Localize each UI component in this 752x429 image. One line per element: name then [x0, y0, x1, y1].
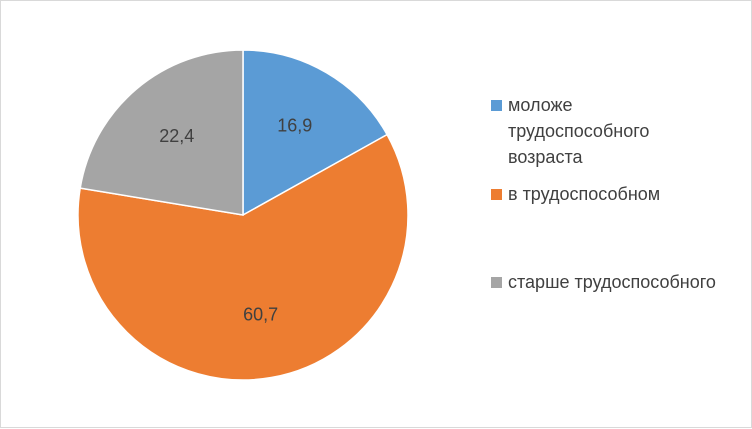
pie-slice-working-age[interactable]: [77, 133, 409, 381]
legend-swatch-working-age: [491, 189, 502, 200]
pie-slice-younger[interactable]: [242, 49, 389, 217]
pie-data-labels: 16,9 60,7 22,4: [159, 116, 312, 325]
legend-swatch-younger: [491, 100, 502, 111]
legend-label-younger: моложе трудоспособного возраста: [508, 95, 650, 167]
legend-item-younger[interactable]: моложе трудоспособного возраста: [491, 94, 691, 170]
legend-label-working-age: в трудоспособном: [508, 184, 661, 204]
data-label-older: 22,4: [159, 126, 194, 146]
legend-label-older: старше трудоспособного: [508, 272, 716, 292]
data-label-working-age: 60,7: [243, 305, 278, 325]
pie-slice-older[interactable]: [79, 49, 244, 216]
pie-slices: [77, 49, 409, 381]
legend-item-working-age[interactable]: в трудоспособном: [491, 183, 746, 207]
data-label-younger: 16,9: [277, 116, 312, 136]
legend-swatch-older: [491, 277, 502, 288]
legend-item-older[interactable]: старше трудоспособного: [491, 271, 746, 295]
